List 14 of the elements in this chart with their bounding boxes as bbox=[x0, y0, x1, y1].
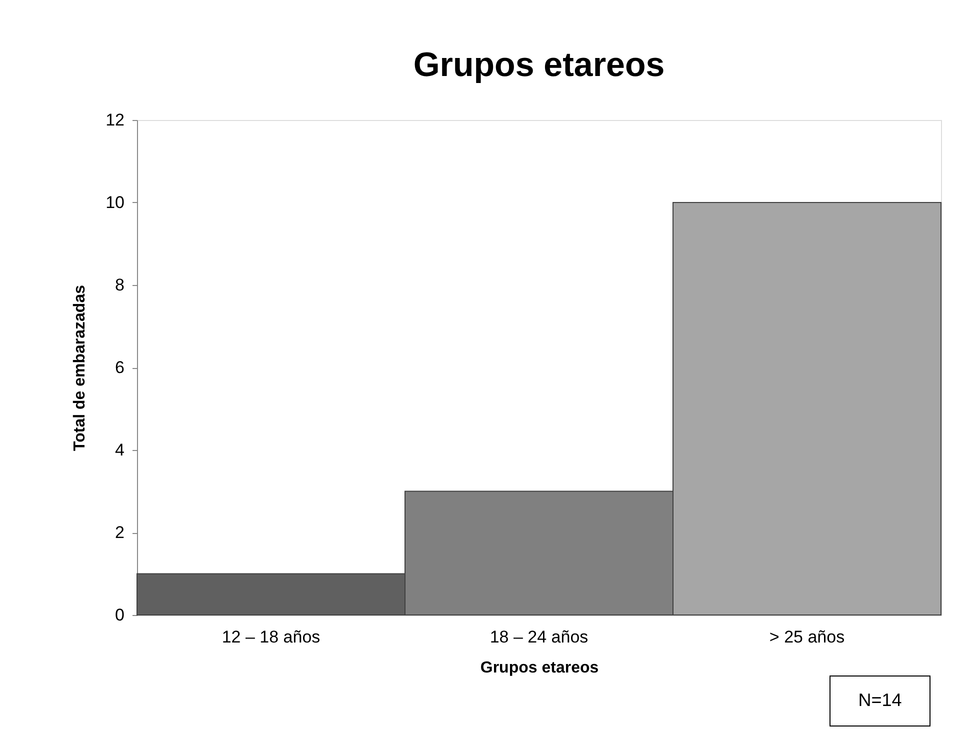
y-axis-title: Total de embarazadas bbox=[72, 284, 89, 451]
y-tick-label: 8 bbox=[115, 276, 124, 294]
text: N=14 bbox=[858, 690, 902, 710]
y-tick-label: 10 bbox=[106, 193, 124, 212]
y-tick-label: 6 bbox=[115, 358, 124, 377]
y-tick-label: 12 bbox=[106, 110, 124, 130]
x-tick-label: > 25 años bbox=[769, 628, 845, 646]
x-tick-label: 18 – 24 años bbox=[490, 628, 588, 646]
y-tick-label: 2 bbox=[115, 523, 124, 542]
x-axis-title: Grupos etareos bbox=[480, 660, 599, 676]
y-tick-label: 4 bbox=[115, 440, 124, 460]
y-tick-label: 0 bbox=[115, 606, 124, 624]
chart-title: Grupos etareos bbox=[413, 46, 665, 84]
x-tick-label: 12 – 18 años bbox=[222, 628, 320, 646]
